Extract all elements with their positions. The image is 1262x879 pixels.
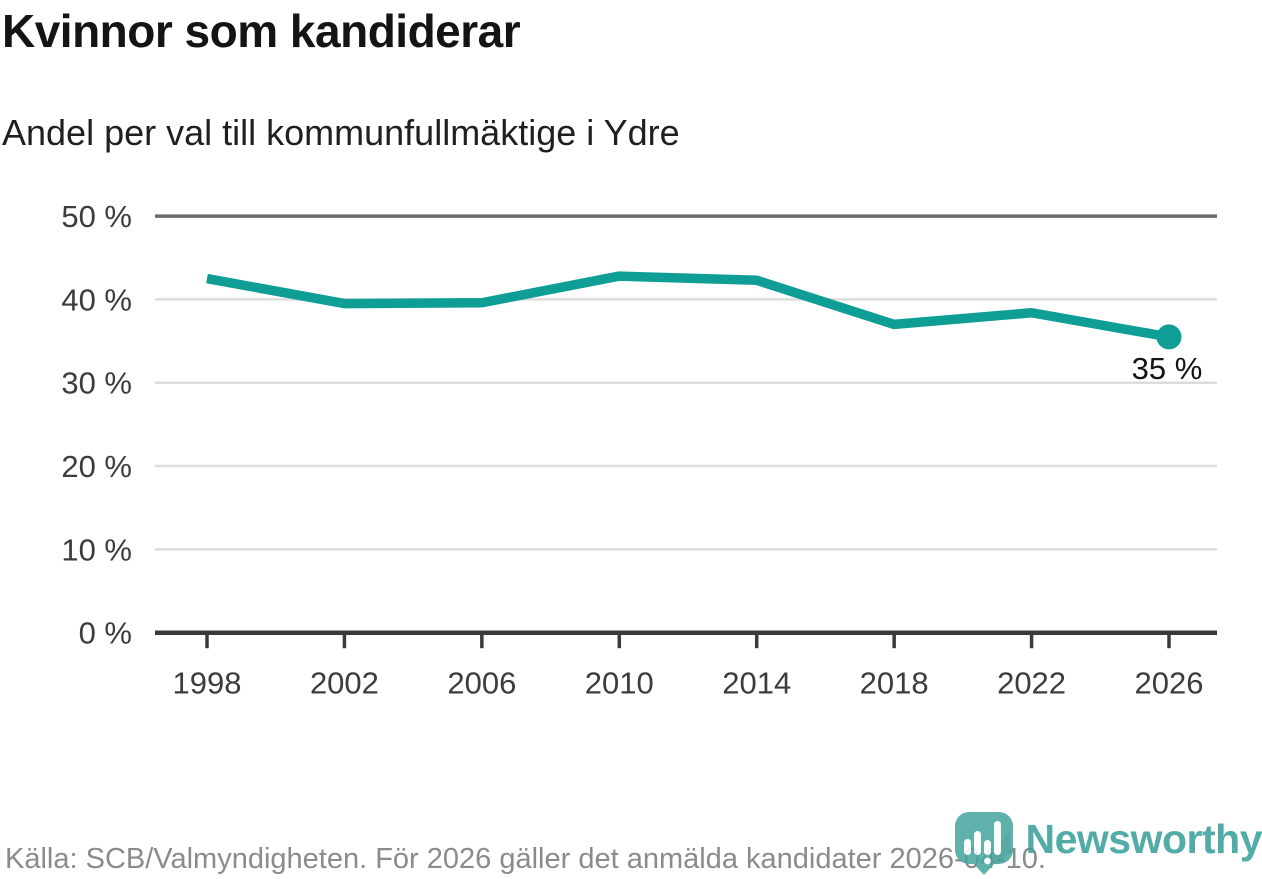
y-axis-tick-label: 40 % <box>61 282 132 317</box>
x-axis-tick-label: 2002 <box>310 666 379 701</box>
x-axis-tick-label: 2006 <box>447 666 516 701</box>
x-axis-tick-label: 2010 <box>585 666 654 701</box>
y-axis-tick-label: 10 % <box>61 532 132 567</box>
end-point-marker <box>1156 324 1182 350</box>
chart-subtitle: Andel per val till kommunfullmäktige i Y… <box>2 112 680 153</box>
x-axis-tick-label: 1998 <box>173 666 242 701</box>
end-point-label: 35 % <box>1132 351 1203 386</box>
y-axis-tick-label: 20 % <box>61 449 132 484</box>
source-note: Källa: SCB/Valmyndigheten. För 2026 gäll… <box>5 843 1046 875</box>
y-axis-tick-label: 30 % <box>61 366 132 401</box>
y-axis-tick-label: 50 % <box>61 199 132 234</box>
chart-title: Kvinnor som kandiderar <box>2 5 521 57</box>
newsworthy-logo-icon <box>954 812 1013 875</box>
x-axis-tick-label: 2014 <box>722 666 791 701</box>
newsworthy-logo-wordmark: Newsworthy <box>1025 815 1262 862</box>
x-axis-tick-label: 2022 <box>997 666 1066 701</box>
newsworthy-logo: Newsworthy <box>951 811 1262 875</box>
x-axis-tick-label: 2018 <box>860 666 929 701</box>
x-axis-tick-label: 2026 <box>1135 666 1204 701</box>
line-chart: 0 % 10 % 20 % 30 % 40 % 50 % 35 % 1998 2002 2006 2… <box>61 199 1217 701</box>
y-axis-tick-label: 0 % <box>79 616 132 651</box>
data-line <box>206 271 1170 342</box>
